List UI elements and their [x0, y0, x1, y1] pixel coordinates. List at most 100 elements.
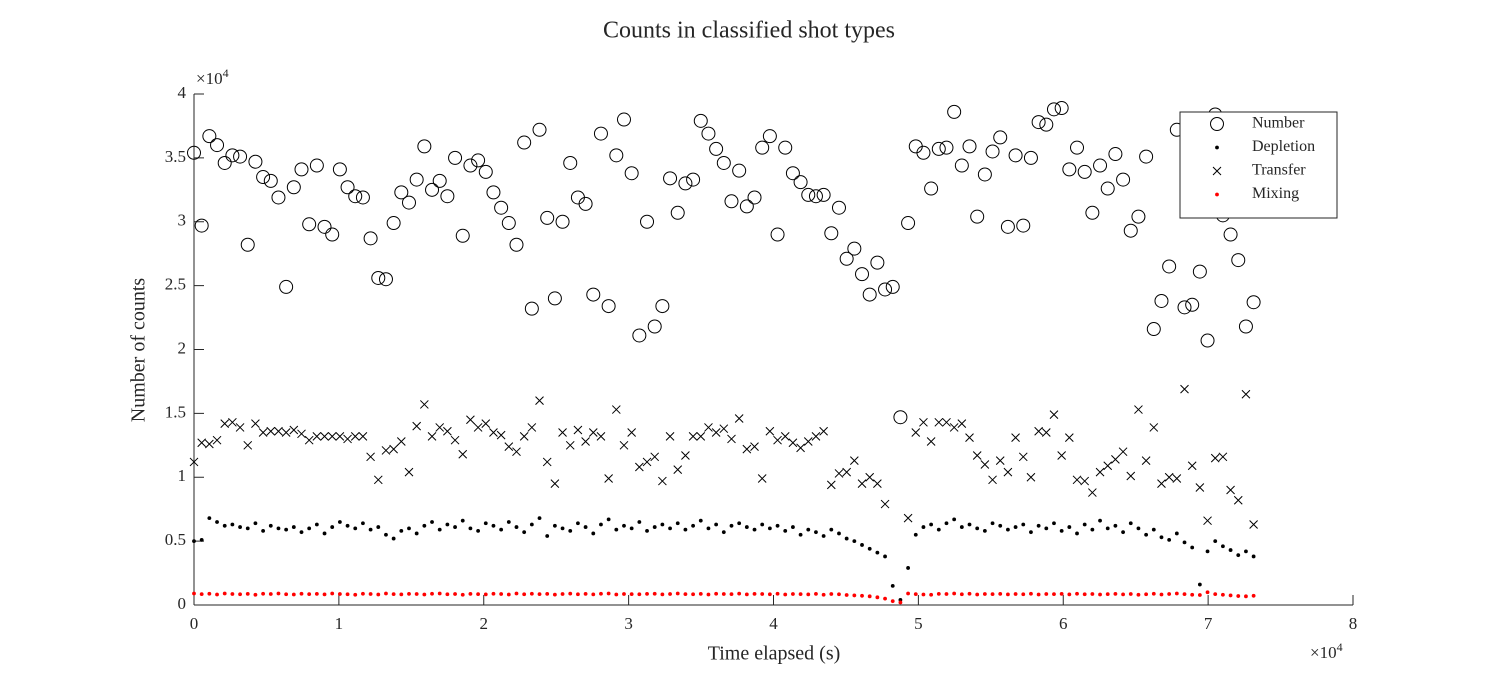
point	[760, 522, 765, 527]
chart-title: Counts in classified shot types	[603, 18, 895, 44]
point	[1187, 461, 1197, 471]
x-tick-label: 5	[914, 614, 923, 633]
point	[276, 526, 281, 531]
x-tick-label: 1	[335, 614, 344, 633]
point	[289, 425, 299, 435]
point	[547, 291, 562, 306]
point	[857, 479, 867, 488]
point	[187, 145, 201, 160]
point	[1190, 592, 1195, 597]
point	[913, 592, 918, 597]
point	[903, 513, 913, 523]
point	[376, 592, 381, 597]
point	[1111, 455, 1120, 464]
point	[949, 423, 959, 432]
point	[791, 592, 795, 596]
point	[345, 523, 350, 528]
point	[430, 520, 434, 524]
point	[1105, 526, 1110, 531]
point	[1221, 592, 1225, 597]
point	[1218, 452, 1228, 462]
point	[883, 554, 887, 559]
legend-marker	[1212, 166, 1222, 176]
point	[343, 434, 352, 444]
point	[286, 180, 301, 195]
point	[965, 433, 974, 443]
point	[683, 592, 688, 597]
point	[284, 527, 289, 532]
point	[448, 150, 463, 165]
point	[506, 520, 511, 524]
point	[596, 432, 606, 441]
point	[314, 522, 319, 527]
y-exponent-power: 4	[223, 66, 229, 80]
point	[1013, 592, 1018, 596]
point	[222, 523, 227, 528]
point	[245, 526, 250, 531]
point	[1174, 531, 1179, 536]
point	[568, 591, 573, 596]
point	[276, 591, 281, 596]
point	[629, 526, 634, 531]
point	[540, 210, 555, 225]
y-tick-label: 1	[178, 466, 187, 485]
point	[1177, 300, 1192, 315]
point	[721, 592, 726, 596]
point	[698, 518, 703, 523]
series-0	[187, 101, 1261, 425]
point	[489, 428, 498, 437]
point	[604, 474, 613, 483]
point	[1088, 488, 1097, 497]
point	[192, 591, 196, 596]
point	[1210, 453, 1220, 463]
series-1	[192, 516, 1256, 602]
point	[934, 417, 944, 427]
point	[215, 520, 219, 524]
point	[1192, 264, 1207, 279]
point	[1054, 101, 1069, 116]
point	[450, 435, 460, 445]
point	[614, 527, 619, 532]
point	[760, 592, 765, 596]
point	[552, 592, 557, 597]
point	[1128, 592, 1133, 596]
point	[435, 423, 445, 432]
point	[1082, 522, 1087, 527]
point	[622, 592, 626, 596]
point	[1131, 209, 1146, 224]
point	[194, 218, 209, 233]
point	[251, 419, 260, 428]
point	[466, 415, 475, 425]
point	[1190, 545, 1195, 550]
point	[647, 319, 662, 334]
x-tick-label: 8	[1349, 614, 1358, 633]
point	[683, 527, 688, 532]
point	[942, 417, 951, 427]
point	[729, 592, 734, 597]
point	[637, 592, 642, 597]
point	[468, 526, 473, 531]
point	[337, 520, 342, 524]
point	[775, 523, 780, 528]
point	[512, 447, 521, 457]
point	[212, 435, 222, 445]
point	[652, 525, 657, 529]
point	[821, 534, 826, 538]
point	[570, 190, 585, 205]
point	[1159, 592, 1164, 597]
point	[378, 272, 393, 287]
point	[279, 279, 294, 294]
point	[962, 139, 977, 154]
y-axis-label: Number of counts	[128, 278, 150, 423]
point	[629, 592, 634, 597]
point	[1213, 539, 1218, 544]
point	[901, 216, 916, 231]
point	[1008, 148, 1023, 163]
point	[476, 529, 480, 533]
point	[816, 187, 831, 202]
legend: Number Depletion Transfer Mixing	[1179, 111, 1338, 219]
point	[458, 449, 468, 459]
y-tick-label: 1.5	[165, 402, 186, 421]
point	[233, 149, 248, 164]
point	[524, 301, 539, 316]
